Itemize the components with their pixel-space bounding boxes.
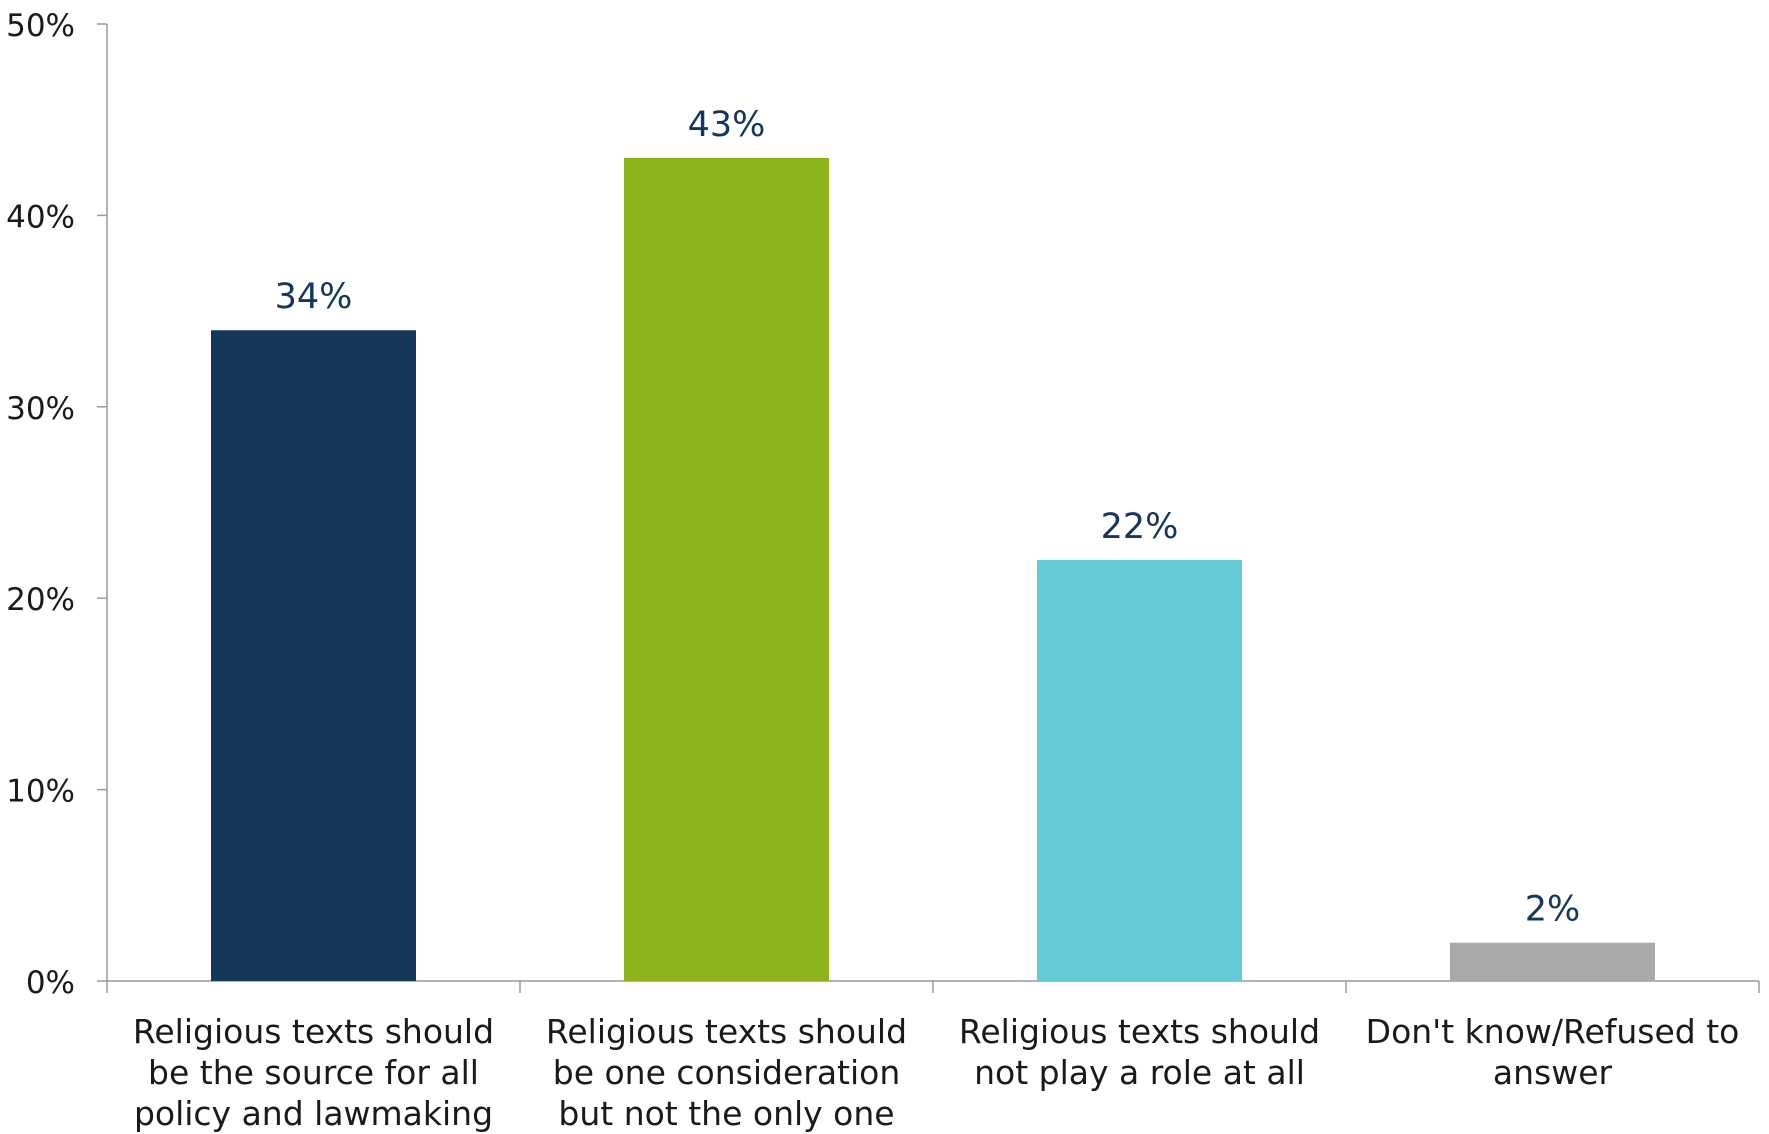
data-label: 34% (275, 277, 353, 317)
category-label: answer (1493, 1053, 1613, 1092)
y-tick-label: 50% (6, 8, 75, 44)
data-labels: 34% 43% 22% 2% (275, 105, 1581, 930)
category-label: Religious texts should (959, 1012, 1320, 1051)
y-tick-label: 0% (26, 965, 75, 1001)
data-label: 2% (1525, 890, 1581, 930)
data-label: 43% (688, 105, 766, 145)
category-label: but not the only one (558, 1094, 894, 1133)
y-tick-label: 10% (6, 774, 75, 810)
y-tick-label: 40% (6, 199, 75, 235)
y-tick-label: 20% (6, 582, 75, 618)
y-axis: 0% 10% 20% 30% 40% 50% (6, 8, 108, 1001)
data-label: 22% (1101, 507, 1179, 547)
category-label: policy and lawmaking (134, 1094, 493, 1133)
category-label: be one consideration (553, 1053, 901, 1092)
bars (211, 157, 1655, 982)
category-label: Religious texts should (546, 1012, 907, 1051)
bar (211, 330, 416, 981)
y-tick-label: 30% (6, 391, 75, 427)
bar (1450, 942, 1655, 981)
x-axis (106, 980, 1760, 993)
bar (624, 157, 829, 982)
bar (1037, 559, 1242, 981)
category-label: Religious texts should (133, 1012, 494, 1051)
category-label: be the source for all (148, 1053, 479, 1092)
category-label: Don't know/Refused to (1366, 1012, 1740, 1051)
category-label: not play a role at all (974, 1053, 1305, 1092)
